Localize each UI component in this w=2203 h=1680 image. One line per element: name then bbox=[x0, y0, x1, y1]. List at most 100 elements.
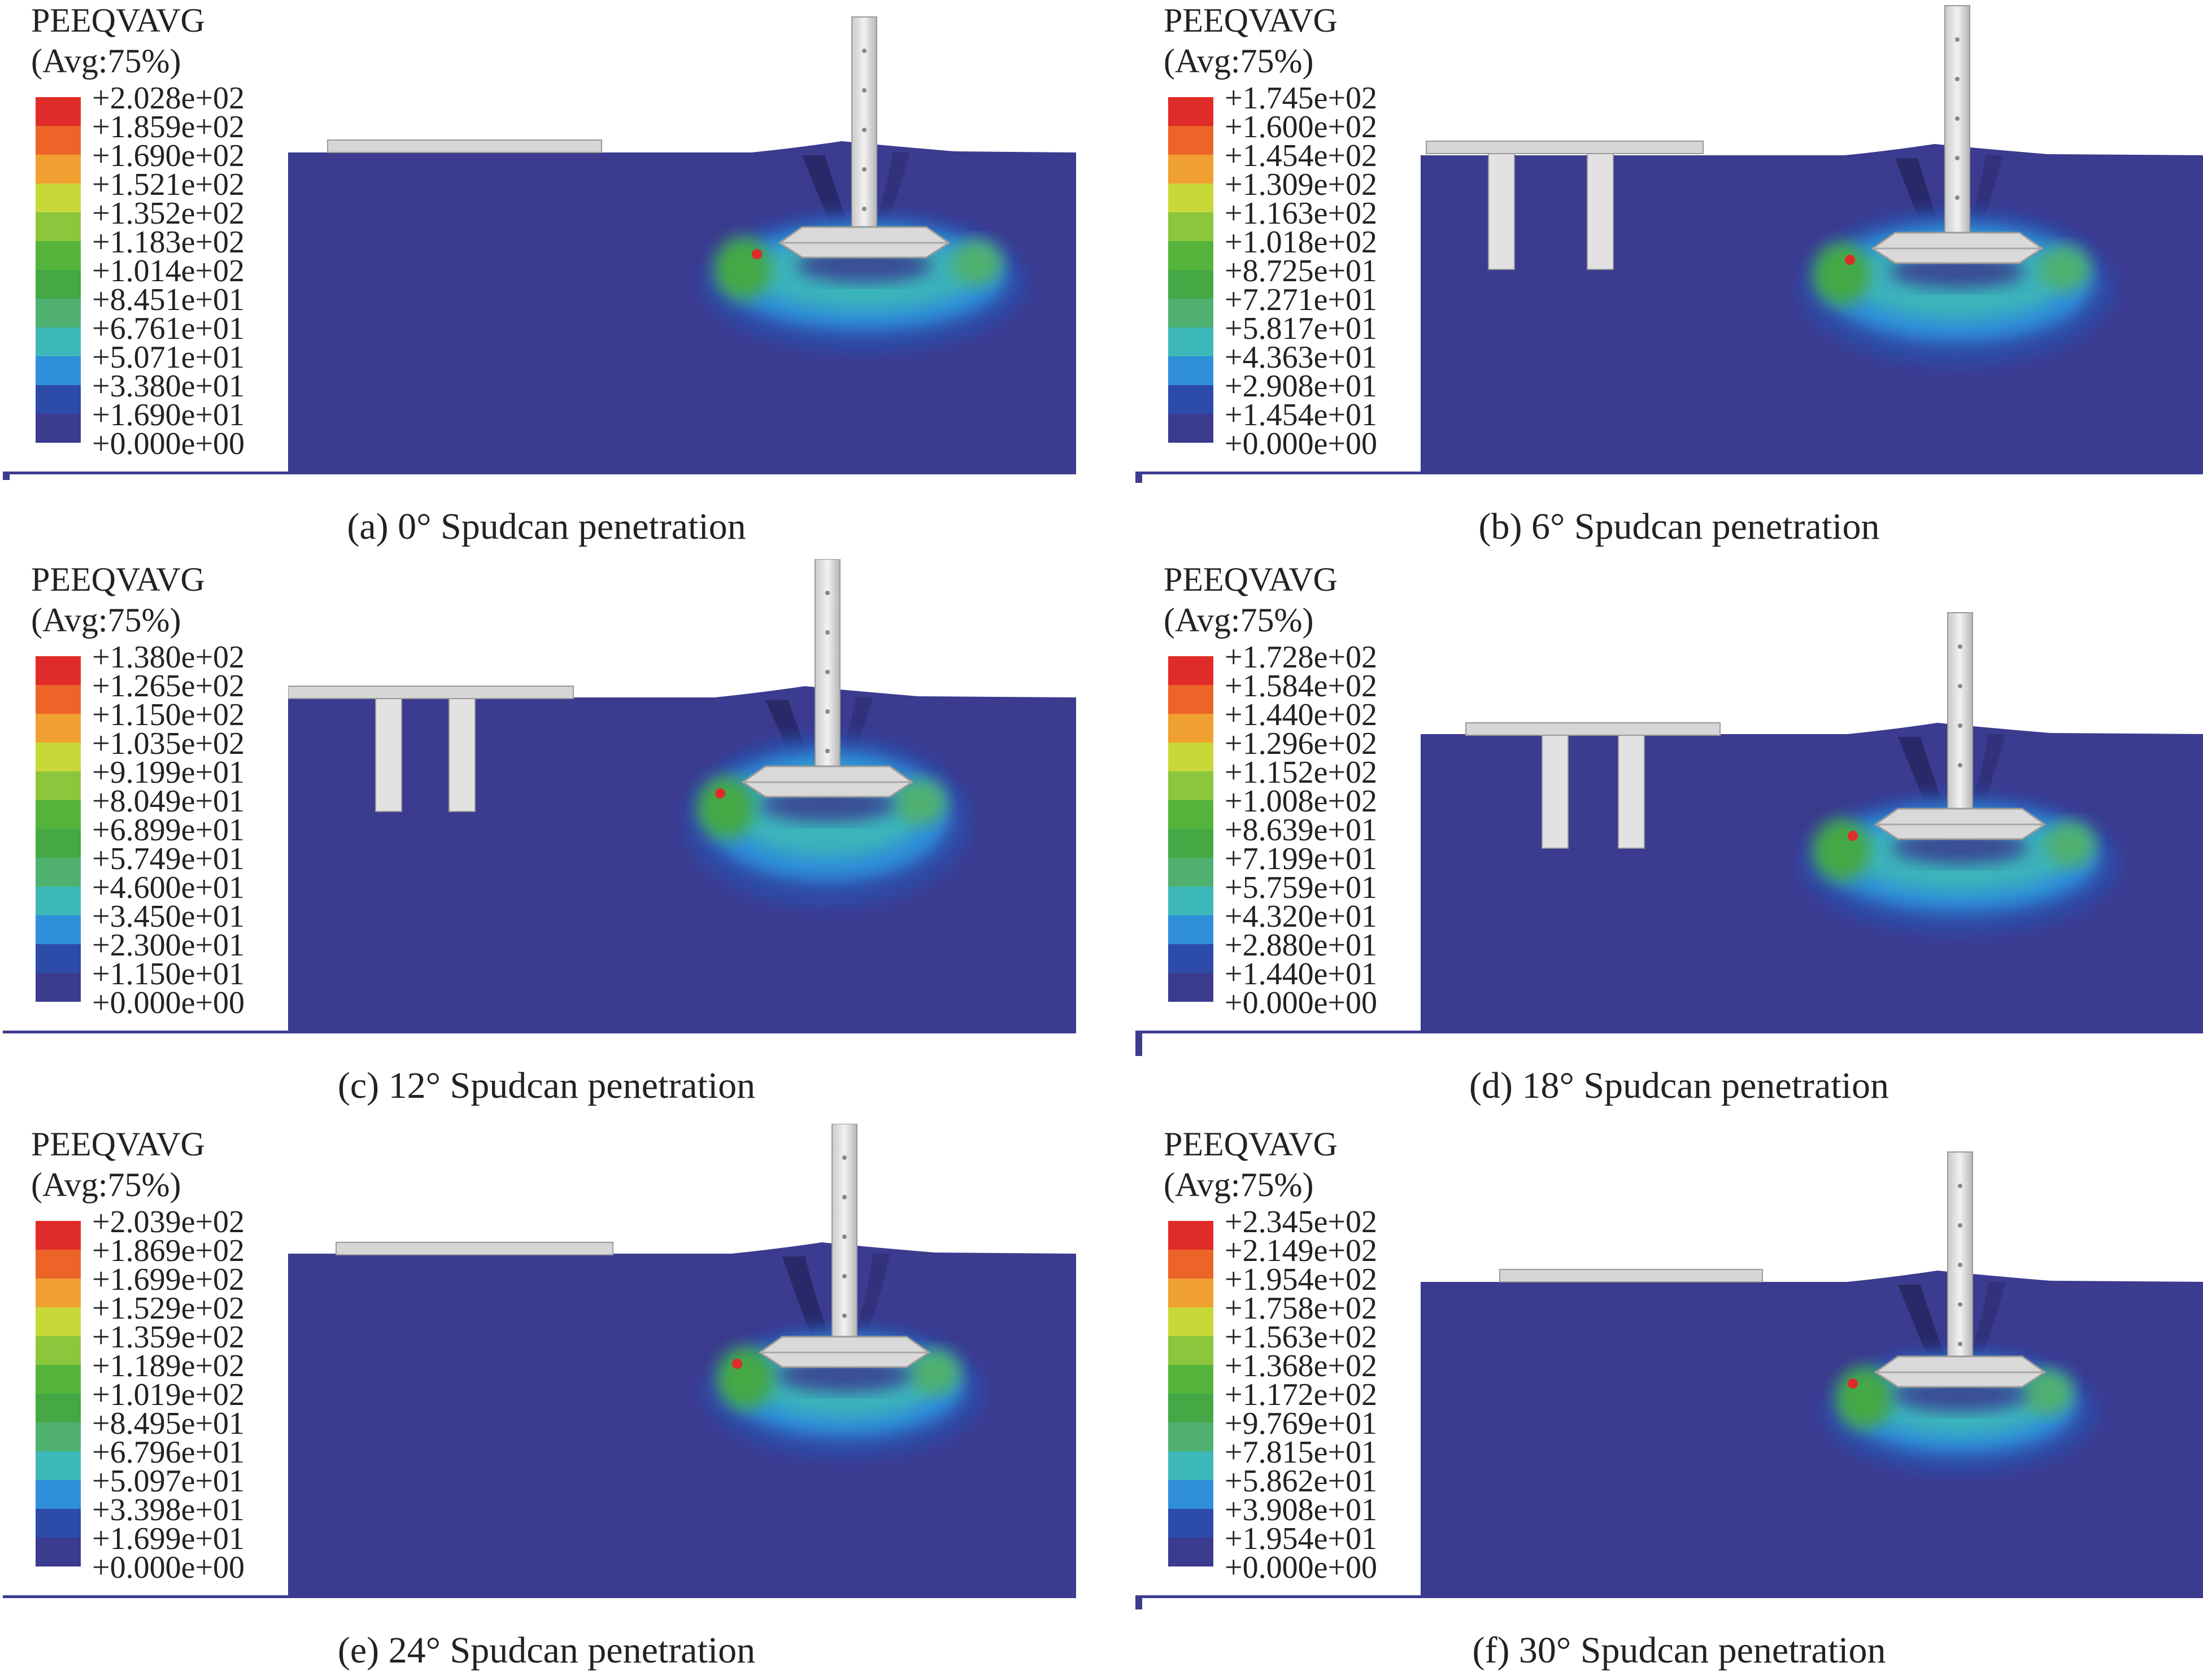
legend-swatch bbox=[36, 1221, 81, 1250]
legend-tick-label: +5.749e+01 bbox=[92, 841, 245, 876]
legend-swatch bbox=[1168, 685, 1213, 714]
spudcan-leg bbox=[1947, 1151, 1973, 1373]
legend-swatch bbox=[36, 685, 81, 714]
legend-swatch bbox=[36, 241, 81, 270]
panel-caption: (e) 24° Spudcan penetration bbox=[337, 1630, 756, 1671]
peak-strain-point bbox=[1845, 255, 1855, 265]
legend-tick-label: +0.000e+00 bbox=[92, 1550, 245, 1585]
legend-tick-label: +1.563e+02 bbox=[1225, 1320, 1378, 1355]
legend-tick-label: +1.758e+02 bbox=[1225, 1291, 1378, 1326]
legend-averaging: (Avg:75%) bbox=[1164, 601, 1314, 639]
legend-swatch bbox=[1168, 184, 1213, 212]
footing-pile-2 bbox=[449, 698, 476, 812]
shear-band-left bbox=[782, 1256, 833, 1347]
legend-swatch bbox=[36, 887, 81, 915]
panel-c: PEEQVAVG (Avg:75%) +1.380e+02 +1.265e+02 +1.… bbox=[3, 559, 1090, 1106]
legend-swatch bbox=[1168, 299, 1213, 328]
legend-swatch bbox=[36, 126, 81, 155]
legend-tick-label: +4.363e+01 bbox=[1225, 340, 1378, 375]
legend-swatch bbox=[36, 1451, 81, 1480]
legend-tick-label: +8.495e+01 bbox=[92, 1406, 245, 1441]
legend-tick-label: +1.359e+02 bbox=[92, 1320, 245, 1355]
legend-tick-label: +4.600e+01 bbox=[92, 870, 245, 905]
legend-tick-label: +2.028e+02 bbox=[92, 81, 245, 116]
legend-averaging: (Avg:75%) bbox=[31, 1166, 181, 1203]
legend-swatch bbox=[1168, 944, 1213, 973]
legend-tick-label: +1.690e+02 bbox=[92, 138, 245, 173]
footing-pile-1 bbox=[1488, 153, 1515, 270]
legend-swatch bbox=[36, 1278, 81, 1307]
legend-tick-label: +1.152e+02 bbox=[1225, 755, 1378, 790]
adjacent-footing-plate bbox=[288, 686, 574, 699]
legend-tick-label: +9.199e+01 bbox=[92, 755, 245, 790]
legend-swatch bbox=[1168, 887, 1213, 915]
footing-pile-1 bbox=[375, 698, 402, 812]
legend-swatch bbox=[1168, 1250, 1213, 1278]
legend-tick-label: +1.869e+02 bbox=[92, 1233, 245, 1268]
legend-tick-label: +1.728e+02 bbox=[1225, 640, 1378, 675]
legend-tick-label: +0.000e+00 bbox=[1225, 426, 1378, 461]
legend-tick-label: +2.345e+02 bbox=[1225, 1205, 1378, 1240]
legend-tick-label: +1.352e+02 bbox=[92, 196, 245, 231]
legend-tick-label: +1.454e+01 bbox=[1225, 398, 1378, 433]
legend-swatch bbox=[1168, 1221, 1213, 1250]
legend-swatch bbox=[1168, 915, 1213, 944]
legend-swatch bbox=[36, 1538, 81, 1566]
legend-swatch bbox=[1168, 1509, 1213, 1538]
legend-tick-label: +1.018e+02 bbox=[1225, 225, 1378, 260]
legend-swatch bbox=[36, 1394, 81, 1422]
legend-swatch bbox=[1168, 1480, 1213, 1509]
legend-swatch bbox=[36, 184, 81, 212]
legend-swatch bbox=[1168, 97, 1213, 126]
legend-swatch bbox=[36, 385, 81, 414]
legend-swatch bbox=[1168, 241, 1213, 270]
legend-tick-label: +2.880e+01 bbox=[1225, 928, 1378, 963]
legend-swatch bbox=[36, 944, 81, 973]
adjacent-footing-plate bbox=[1465, 722, 1721, 736]
legend-tick-label: +1.584e+02 bbox=[1225, 669, 1378, 704]
legend-swatch bbox=[1168, 714, 1213, 743]
spudcan-leg bbox=[1944, 5, 1970, 249]
legend-tick-label: +5.817e+01 bbox=[1225, 311, 1378, 346]
legend-tick-label: +4.320e+01 bbox=[1225, 899, 1378, 934]
legend-averaging: (Avg:75%) bbox=[31, 601, 181, 639]
peak-strain-point bbox=[732, 1359, 742, 1369]
legend-tick-label: +1.189e+02 bbox=[92, 1349, 245, 1384]
panel-caption: (f) 30° Spudcan penetration bbox=[1472, 1630, 1886, 1671]
legend-swatch bbox=[36, 656, 81, 685]
legend-tick-label: +1.699e+01 bbox=[92, 1521, 245, 1556]
panel-f: PEEQVAVG (Avg:75%) +2.345e+02 +2.149e+02 +1.… bbox=[1135, 1124, 2203, 1671]
legend-tick-label: +1.265e+02 bbox=[92, 669, 245, 704]
legend-swatch bbox=[1168, 328, 1213, 356]
legend-tick-label: +0.000e+00 bbox=[92, 426, 245, 461]
legend-tick-label: +2.300e+01 bbox=[92, 928, 245, 963]
adjacent-footing-plate bbox=[336, 1242, 613, 1255]
legend-tick-label: +1.699e+02 bbox=[92, 1262, 245, 1297]
panel-a: PEEQVAVG (Avg:75%) +2.028e+02 +1.859e+02 +1.… bbox=[3, 0, 1090, 547]
legend-tick-label: +1.440e+02 bbox=[1225, 697, 1378, 732]
legend-title: PEEQVAVG bbox=[1164, 1125, 1338, 1163]
legend-swatch bbox=[1168, 270, 1213, 299]
peak-strain-point bbox=[752, 249, 762, 259]
contour-plot-e bbox=[3, 1124, 1076, 1598]
legend-swatch bbox=[1168, 385, 1213, 414]
legend-tick-label: +1.150e+02 bbox=[92, 697, 245, 732]
peak-strain-point bbox=[1848, 1378, 1858, 1389]
legend-tick-label: +1.380e+02 bbox=[92, 640, 245, 675]
legend-swatch bbox=[36, 270, 81, 299]
legend-swatch bbox=[1168, 126, 1213, 155]
legend-swatch bbox=[1168, 858, 1213, 887]
legend-tick-label: +1.690e+01 bbox=[92, 398, 245, 433]
panel-d: PEEQVAVG (Avg:75%) +1.728e+02 +1.584e+02 +1.… bbox=[1135, 559, 2203, 1106]
legend-tick-label: +0.000e+00 bbox=[1225, 985, 1378, 1020]
panel-e: PEEQVAVG (Avg:75%) +2.039e+02 +1.869e+02 +1.… bbox=[3, 1124, 1090, 1671]
footing-pile-2 bbox=[1587, 153, 1614, 270]
adjacent-footing-plate bbox=[1499, 1269, 1763, 1282]
legend-title: PEEQVAVG bbox=[1164, 2, 1338, 39]
legend-swatch bbox=[36, 1480, 81, 1509]
legend-swatch bbox=[36, 1336, 81, 1365]
legend-tick-label: +8.451e+01 bbox=[92, 282, 245, 317]
legend-tick-label: +3.398e+01 bbox=[92, 1493, 245, 1528]
shear-band-left bbox=[1898, 1285, 1949, 1367]
legend-tick-label: +7.271e+01 bbox=[1225, 282, 1378, 317]
